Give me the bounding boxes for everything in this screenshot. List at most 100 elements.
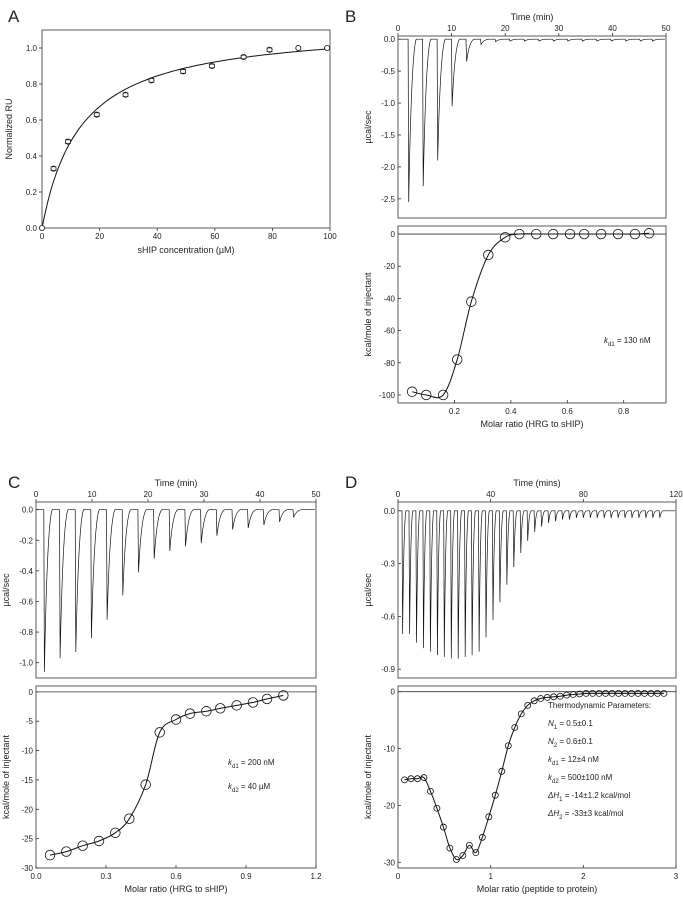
isotherm-point <box>61 846 72 857</box>
heat-tick-label: -10 <box>21 747 33 756</box>
annotation-value: = 200 nM <box>239 758 275 767</box>
isotherm-point <box>514 228 525 240</box>
isotherm-point <box>278 690 289 701</box>
power-tick-label: -0.3 <box>381 560 395 569</box>
heat-tick-label: -40 <box>383 294 395 303</box>
heat-tick-label: 0 <box>391 688 396 697</box>
isotherm-point <box>478 833 486 841</box>
isotherm-point <box>433 804 441 812</box>
data-point <box>295 45 302 52</box>
isotherm-point <box>634 689 642 697</box>
data-point <box>208 63 215 70</box>
annotation-value: = -14±1.2 kcal/mol <box>563 791 631 800</box>
data-point <box>148 77 155 84</box>
annotation-value: = 12±4 nM <box>559 755 600 764</box>
annotation-subscript: d2 <box>232 788 239 794</box>
time-tick-label: 0 <box>34 490 39 499</box>
isotherm-point <box>608 689 616 697</box>
data-point <box>93 111 100 118</box>
ratio-axis-label: Molar ratio (peptide to protein) <box>477 884 598 894</box>
heat-tick-label: -80 <box>383 359 395 368</box>
isotherm-point <box>500 232 511 243</box>
annotation-symbol: k <box>228 782 233 791</box>
annotation-subscript: 2 <box>554 743 558 749</box>
isotherm-point <box>215 703 226 714</box>
heat-axis-label: kcal/mole of injectant <box>363 272 373 357</box>
annotation-value: = 130 nM <box>615 336 651 345</box>
time-tick-label: 0 <box>396 490 401 499</box>
annotation: kd2 = 40 µM <box>228 782 271 794</box>
x-tick-label: 80 <box>268 232 277 241</box>
x-tick-label: 60 <box>210 232 219 241</box>
power-tick-label: -0.4 <box>19 567 33 576</box>
y-tick-label: 0.4 <box>26 152 38 161</box>
isotherm-point <box>472 849 480 857</box>
isotherm-point <box>511 724 519 731</box>
heat-axis-label: kcal/mole of injectant <box>363 734 373 819</box>
annotation: kd1 = 12±4 nM <box>548 755 599 767</box>
isotherm-point <box>427 787 434 795</box>
y-tick-label: 1.0 <box>26 44 38 53</box>
isotherm-point <box>401 776 408 784</box>
isotherm-point <box>537 695 545 702</box>
isotherm-point <box>440 823 447 831</box>
isotherm-point <box>602 689 609 697</box>
power-tick-label: -0.2 <box>19 536 33 545</box>
isotherm-point <box>530 697 538 705</box>
isotherm-point <box>660 689 668 697</box>
time-tick-label: 0 <box>396 24 401 33</box>
plot-frame <box>41 29 331 229</box>
panel-letter-b: B <box>345 7 356 26</box>
power-tick-label: -2.0 <box>381 163 395 172</box>
annotation: kd1 = 200 nM <box>228 758 275 770</box>
fit-curve <box>41 48 331 229</box>
ratio-tick-label: 3 <box>674 872 679 881</box>
time-tick-label: 40 <box>608 24 617 33</box>
panel-b: 0 10 20 30 40 50 Time (min) 0.0 -0.5 -1.0 -1.5 -2.0… <box>363 12 671 429</box>
time-tick-label: 10 <box>88 490 97 499</box>
ratio-tick-label: 1.2 <box>310 872 322 881</box>
power-tick-label: -2.5 <box>381 195 395 204</box>
isotherm-point <box>576 690 584 698</box>
time-tick-label: 30 <box>200 490 209 499</box>
y-tick-label: 0.6 <box>26 116 38 125</box>
x-tick-label: 20 <box>95 232 104 241</box>
isotherm-point <box>641 689 648 697</box>
panel-c: 0 10 20 30 40 50 Time (min) 0.0 -0.2 -0.4 -0.6 -0.8… <box>1 478 322 894</box>
heat-tick-label: -100 <box>379 391 396 400</box>
ratio-tick-label: 0.6 <box>562 407 574 416</box>
isotherm-point <box>93 835 105 847</box>
isotherm-point <box>231 700 242 711</box>
y-tick-label: 0.2 <box>26 188 38 197</box>
isotherm-point <box>647 689 655 697</box>
time-tick-label: 30 <box>554 24 563 33</box>
annotation-value: = -33±3 kcal/mol <box>563 809 624 818</box>
isotherm-point <box>629 228 641 240</box>
heat-tick-label: -60 <box>383 327 395 336</box>
annotation: ΔH1 = -14±1.2 kcal/mol <box>547 791 630 803</box>
isotherm-point <box>406 386 418 397</box>
annotation-symbol: N <box>548 737 554 746</box>
ratio-tick-label: 0.8 <box>618 407 630 416</box>
power-axis-label: µcal/sec <box>363 110 373 144</box>
x-tick-label: 0 <box>40 232 45 241</box>
x-tick-label: 40 <box>153 232 162 241</box>
annotation: Thermodynamic Parameters: <box>548 701 651 710</box>
x-axis-label: sHIP concentration (µM) <box>137 245 234 255</box>
annotation-subscript: 1 <box>559 797 563 803</box>
isotherm-point <box>483 249 494 261</box>
power-tick-label: -0.6 <box>19 597 33 606</box>
isotherm-point <box>564 228 576 240</box>
annotation-subscript: d1 <box>552 761 559 767</box>
panel-letter-d: D <box>345 473 357 492</box>
panel-a: 0 20 40 60 80 100 0.0 0.2 0.4 0.6 0.8 1.0 sHIP conce… <box>4 29 337 255</box>
time-axis-label: Time (min) <box>511 12 554 22</box>
isotherm-point <box>589 689 596 697</box>
isotherm-point <box>140 779 151 790</box>
isotherm-fit <box>404 692 664 861</box>
annotation-symbol: ΔH <box>547 791 559 800</box>
isotherm-point <box>524 701 532 709</box>
isotherm-point <box>124 813 135 824</box>
time-tick-label: 120 <box>669 490 683 499</box>
